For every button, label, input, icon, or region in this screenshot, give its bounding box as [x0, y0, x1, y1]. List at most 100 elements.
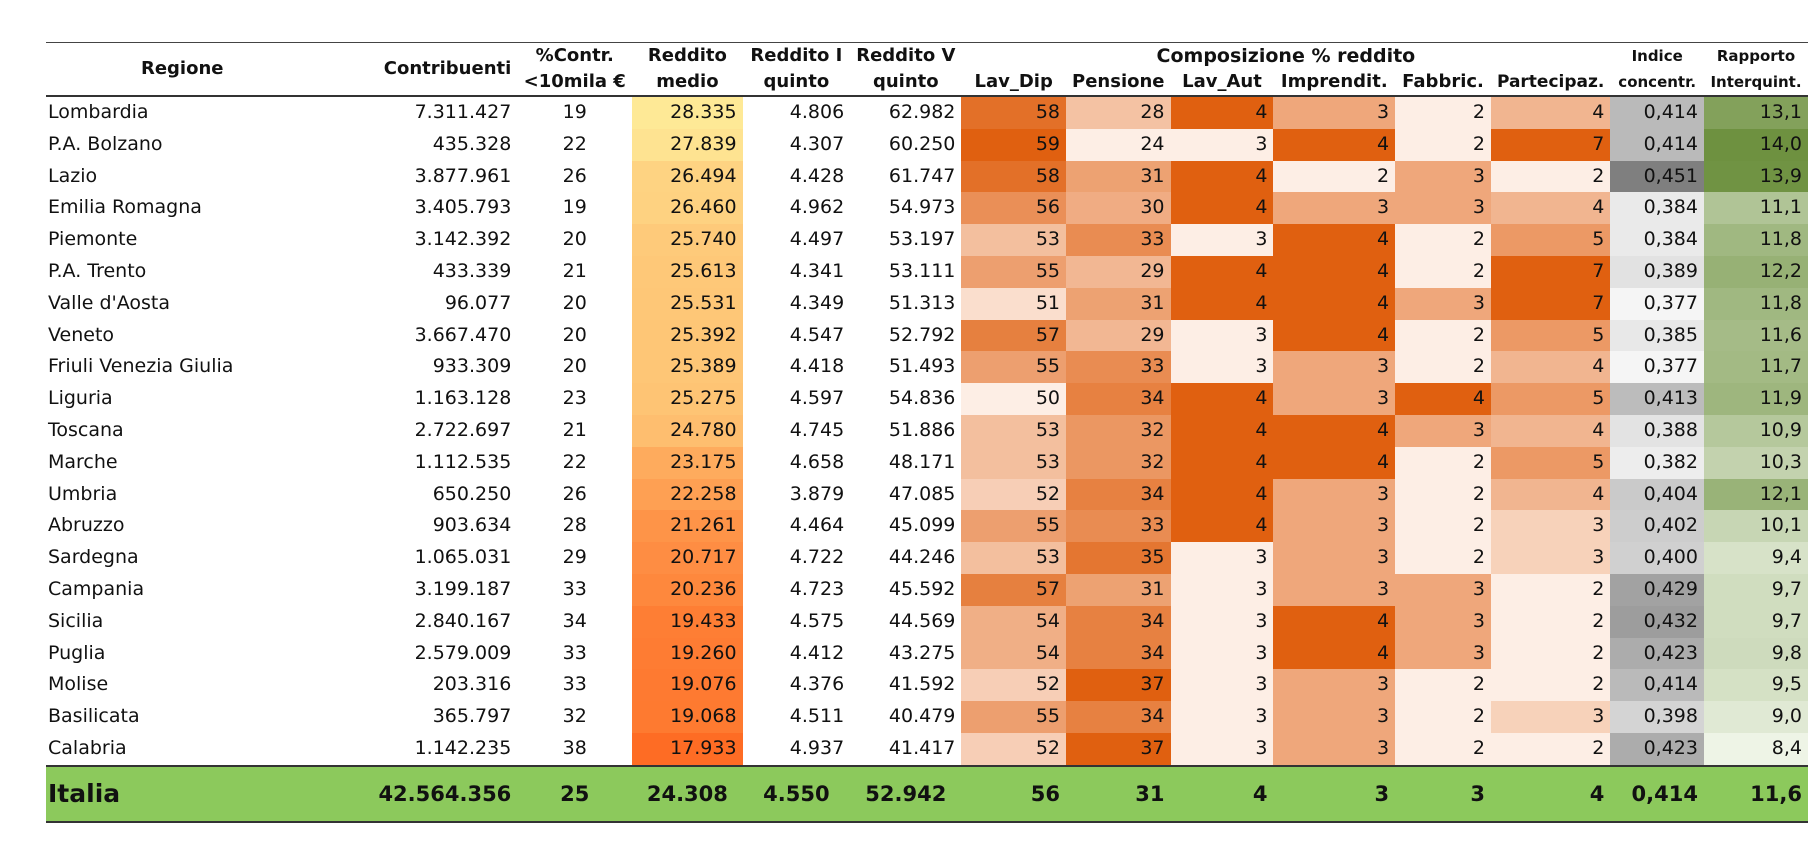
cell-lav-dip: 51 [961, 287, 1067, 320]
cell-fabbric: 3 [1395, 605, 1491, 638]
cell-regione: Sicilia [48, 609, 104, 632]
cell-pensione: 31 [1066, 573, 1171, 606]
total-indice: 0,414 [1610, 764, 1704, 823]
total-fabbric: 3 [1395, 764, 1491, 823]
income-table: Regione Contribuenti %Contr. Reddito Red… [46, 42, 1808, 823]
cell-regione: Molise [48, 673, 109, 696]
cell-lav-dip: 55 [961, 510, 1067, 543]
cell-q5: 53.111 [888, 259, 956, 282]
cell-contribuenti: 1.112.535 [414, 450, 512, 473]
cell-medio: 19.076 [632, 669, 743, 702]
cell-lav-aut: 4 [1170, 160, 1274, 193]
cell-imprendit: 3 [1273, 478, 1396, 511]
cell-partecipaz: 7 [1490, 287, 1611, 320]
cell-pct10: 22 [562, 132, 587, 155]
cell-indice: 0,377 [1610, 287, 1704, 320]
cell-pensione: 37 [1066, 732, 1171, 766]
cell-imprendit: 3 [1273, 701, 1396, 733]
cell-indice: 0,400 [1610, 542, 1704, 574]
cell-indice: 0,414 [1610, 96, 1704, 129]
cell-pct10: 22 [562, 450, 587, 473]
cell-regione: Campania [48, 577, 145, 600]
cell-q1: 4.937 [789, 736, 845, 759]
cell-imprendit: 2 [1273, 160, 1396, 193]
cell-partecipaz: 4 [1490, 478, 1611, 511]
cell-partecipaz: 4 [1490, 192, 1611, 225]
cell-lav-aut: 3 [1170, 542, 1274, 574]
cell-q1: 4.418 [789, 355, 845, 378]
cell-pct10: 28 [562, 514, 587, 537]
cell-imprendit: 3 [1273, 351, 1396, 384]
cell-q5: 41.417 [888, 736, 956, 759]
cell-pct10: 33 [562, 577, 587, 600]
income-table-sheet: Regione Contribuenti %Contr. Reddito Red… [46, 42, 1808, 823]
cell-rapporto: 12,2 [1703, 255, 1808, 288]
cell-regione: Valle d'Aosta [48, 291, 171, 314]
cell-regione: Marche [48, 450, 118, 473]
header-regione: Regione [46, 42, 319, 97]
cell-imprendit: 3 [1273, 510, 1396, 543]
table-row: Toscana 2.722.697 21 24.780 4.745 51.886 53 32 4… [46, 414, 1808, 447]
header-lav-dip: Lav_Dip [961, 69, 1067, 97]
cell-q5: 54.973 [888, 196, 956, 219]
total-q5: 52.942 [850, 764, 962, 823]
cell-partecipaz: 5 [1490, 446, 1611, 479]
cell-pensione: 31 [1066, 160, 1171, 193]
cell-q5: 44.246 [888, 546, 956, 569]
cell-medio: 19.260 [632, 637, 743, 670]
cell-lav-dip: 55 [961, 351, 1067, 384]
cell-lav-dip: 57 [961, 573, 1067, 606]
cell-q1: 4.806 [789, 101, 845, 123]
table-row: Piemonte 3.142.392 20 25.740 4.497 53.197 53 33… [46, 224, 1808, 256]
cell-lav-dip: 58 [961, 96, 1067, 129]
table-row: Puglia 2.579.009 33 19.260 4.412 43.275 54 34 3 4… [46, 637, 1808, 670]
total-q1: 4.550 [742, 764, 851, 823]
cell-medio: 20.717 [632, 542, 743, 574]
cell-contribuenti: 435.328 [432, 132, 512, 155]
cell-regione: Umbria [48, 482, 118, 505]
cell-contribuenti: 3.142.392 [414, 228, 512, 251]
cell-q1: 4.307 [789, 132, 845, 155]
table-row: Veneto 3.667.470 20 25.392 4.547 52.792 57 29 3 4… [46, 319, 1808, 352]
cell-contribuenti: 433.339 [432, 259, 512, 282]
cell-q1: 4.428 [789, 164, 845, 187]
header-medio-line2: medio [632, 69, 743, 97]
cell-q1: 4.658 [789, 450, 845, 473]
cell-medio: 17.933 [632, 732, 743, 766]
cell-q5: 45.099 [888, 514, 956, 537]
cell-contribuenti: 365.797 [432, 705, 512, 728]
cell-q5: 61.747 [888, 164, 956, 187]
table-row: Molise 203.316 33 19.076 4.376 41.592 52 37 3 3 2 2… [46, 669, 1808, 702]
cell-medio: 25.531 [632, 287, 743, 320]
cell-partecipaz: 4 [1490, 414, 1611, 447]
total-contribuenti: 42.564.356 [318, 764, 518, 823]
cell-partecipaz: 2 [1490, 637, 1611, 670]
cell-rapporto: 11,8 [1703, 224, 1808, 256]
cell-partecipaz: 3 [1490, 542, 1611, 574]
table-row: Campania 3.199.187 33 20.236 4.723 45.592 57 31… [46, 573, 1808, 606]
total-regione: Italia [46, 764, 319, 823]
cell-lav-dip: 55 [961, 701, 1067, 733]
cell-q5: 47.085 [888, 482, 956, 505]
table-row: Friuli Venezia Giulia 933.309 20 25.389 4.41… [46, 351, 1808, 384]
table-row: Emilia Romagna 3.405.793 19 26.460 4.962 54.9… [46, 192, 1808, 225]
cell-regione: P.A. Trento [48, 259, 147, 282]
cell-contribuenti: 1.065.031 [414, 546, 512, 569]
cell-fabbric: 2 [1395, 255, 1491, 288]
cell-pct10: 26 [562, 482, 587, 505]
cell-indice: 0,404 [1610, 478, 1704, 511]
cell-contribuenti: 2.840.167 [414, 609, 512, 632]
cell-q1: 4.511 [789, 705, 845, 728]
cell-fabbric: 3 [1395, 160, 1491, 193]
cell-contribuenti: 3.405.793 [414, 196, 512, 219]
cell-fabbric: 3 [1395, 414, 1491, 447]
header-contr-line2: <10mila € [517, 69, 633, 97]
cell-medio: 25.389 [632, 351, 743, 384]
cell-imprendit: 4 [1273, 287, 1396, 320]
cell-imprendit: 4 [1273, 319, 1396, 352]
cell-q1: 4.745 [789, 418, 845, 441]
cell-rapporto: 11,1 [1703, 192, 1808, 225]
cell-fabbric: 3 [1395, 573, 1491, 606]
cell-fabbric: 2 [1395, 510, 1491, 543]
cell-rapporto: 9,7 [1703, 573, 1808, 606]
